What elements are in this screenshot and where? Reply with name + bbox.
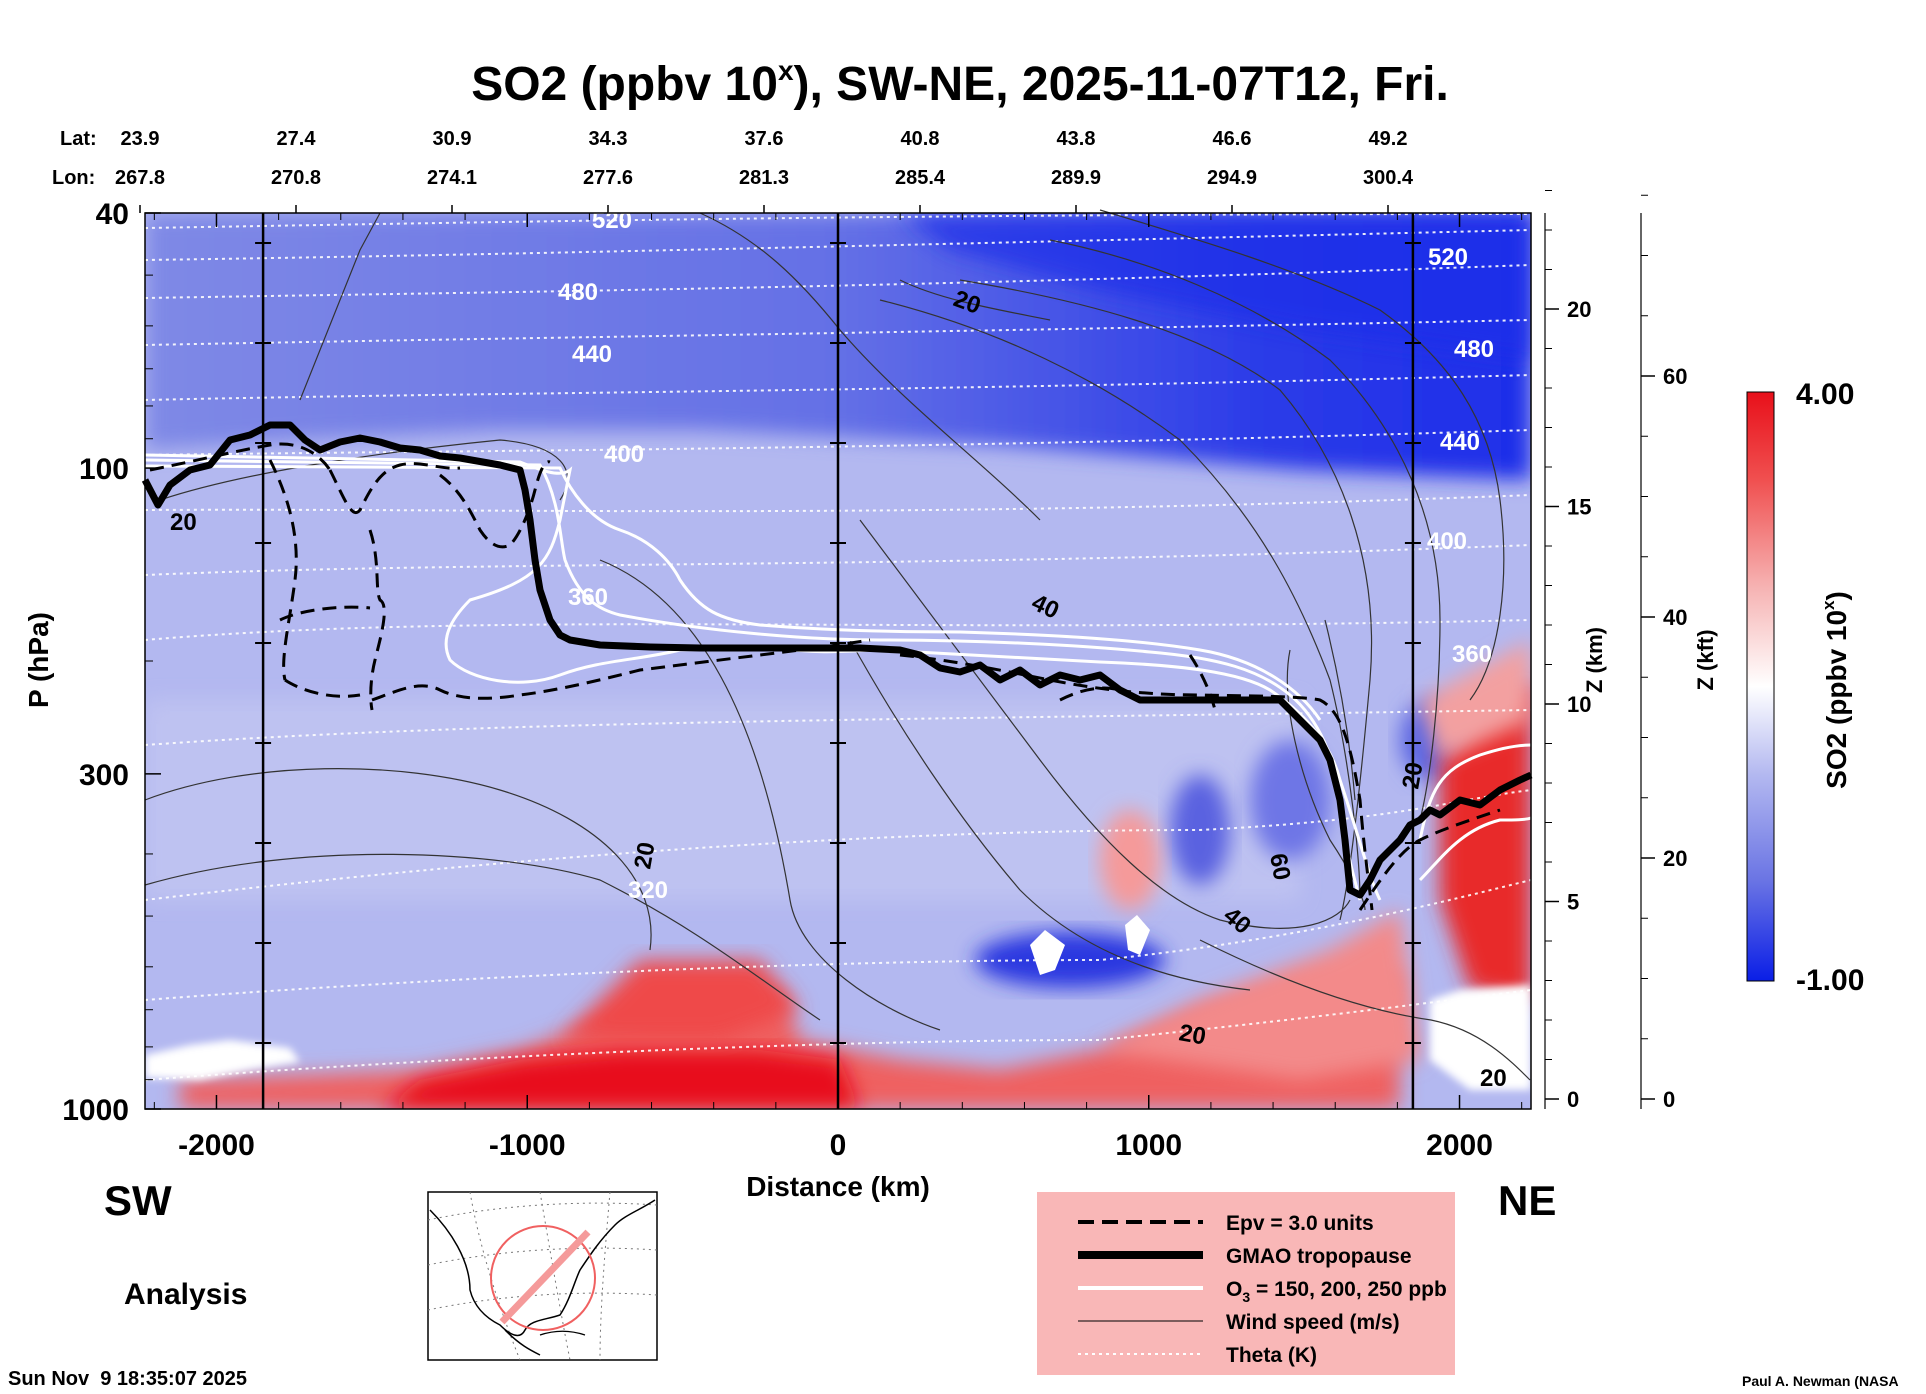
svg-text:20: 20 xyxy=(1480,1065,1507,1092)
y-tick-label: 100 xyxy=(79,453,129,486)
wind-speed-contours xyxy=(144,209,1531,1081)
z-km-axis-title: Z (km) xyxy=(1582,627,1607,693)
lat-label: Lat: xyxy=(60,128,97,150)
lon-value: 300.4 xyxy=(1363,167,1414,189)
svg-text:20: 20 xyxy=(1397,760,1428,791)
axes: -2000 -1000 0 1000 2000 40 100 300 1000 0 5 10 15 20 0… xyxy=(62,190,1687,1162)
lat-value: 27.4 xyxy=(277,128,317,150)
lat-value: 34.3 xyxy=(589,128,628,150)
z-km-tick-label: 20 xyxy=(1567,297,1591,322)
legend: Epv = 3.0 units GMAO tropopause O3 = 150, … xyxy=(1037,1192,1455,1375)
z-km-tick-label: 5 xyxy=(1567,890,1579,915)
svg-text:320: 320 xyxy=(628,877,668,904)
x-tick-label: 1000 xyxy=(1115,1129,1182,1162)
colorbar-max: 4.00 xyxy=(1796,378,1854,411)
colorbar-label: SO2 (ppbv 10 xyxy=(1821,610,1852,789)
svg-text:SO2 (ppbv 10x): SO2 (ppbv 10x) xyxy=(1819,591,1852,789)
svg-text:520: 520 xyxy=(592,207,632,234)
svg-text:360: 360 xyxy=(1452,641,1492,668)
direction-ne: NE xyxy=(1498,1177,1556,1224)
lon-value: 270.8 xyxy=(271,167,321,189)
legend-label: Wind speed (m/s) xyxy=(1226,1311,1400,1334)
z-kft-tick-label: 40 xyxy=(1663,605,1687,630)
svg-text:60: 60 xyxy=(1264,851,1295,882)
svg-text:20: 20 xyxy=(1177,1019,1208,1050)
y-axis-title: P (hPa) xyxy=(23,612,54,708)
z-kft-tick-label: 0 xyxy=(1663,1087,1675,1112)
y-tick-label: 40 xyxy=(96,198,129,231)
tropopause-line xyxy=(141,421,1533,899)
z-kft-tick-label: 60 xyxy=(1663,364,1687,389)
svg-text:520: 520 xyxy=(1428,244,1468,271)
timestamp: Sun Nov 9 18:35:07 2025 xyxy=(8,1368,247,1390)
z-kft-tick-label: 20 xyxy=(1663,846,1687,871)
z-km-tick-label: 10 xyxy=(1567,692,1591,717)
colorbar-label-suffix: ) xyxy=(1821,591,1852,600)
legend-label: Theta (K) xyxy=(1226,1344,1317,1367)
svg-text:480: 480 xyxy=(558,279,598,306)
lat-value: 40.8 xyxy=(901,128,940,150)
legend-label: O3 = 150, 200, 250 ppb xyxy=(1226,1278,1447,1305)
lat-value: 49.2 xyxy=(1369,128,1408,150)
x-tick-label: 0 xyxy=(830,1129,847,1162)
colorbar-min: -1.00 xyxy=(1796,964,1864,997)
lat-value: 37.6 xyxy=(745,128,784,150)
direction-sw: SW xyxy=(104,1177,172,1224)
inset-map xyxy=(427,1191,658,1361)
lon-value: 285.4 xyxy=(895,167,946,189)
theta-labels: 520 480 440 400 360 320 520 480 440 400 … xyxy=(558,207,1494,904)
colorbar: 4.00 -1.00 SO2 (ppbv 10x) xyxy=(1746,378,1864,997)
legend-label: GMAO tropopause xyxy=(1226,1245,1412,1268)
svg-text:20: 20 xyxy=(170,509,197,536)
svg-text:440: 440 xyxy=(1440,429,1480,456)
lon-value: 281.3 xyxy=(739,167,789,189)
svg-text:400: 400 xyxy=(604,441,644,468)
lon-value: 294.9 xyxy=(1207,167,1257,189)
lat-value: 46.6 xyxy=(1213,128,1252,150)
svg-text:SO2 (ppbv 10x), SW-NE, 2025-11: SO2 (ppbv 10x), SW-NE, 2025-11-07T12, Fr… xyxy=(471,55,1449,111)
colorbar-gradient xyxy=(1746,391,1775,982)
lon-value: 277.6 xyxy=(583,167,633,189)
z-km-tick-label: 15 xyxy=(1567,495,1591,520)
lat-value: 43.8 xyxy=(1057,128,1096,150)
y-tick-label: 300 xyxy=(79,759,129,792)
colorbar-label-sup: x xyxy=(1819,600,1838,610)
lon-value: 289.9 xyxy=(1051,167,1101,189)
lon-value: 267.8 xyxy=(115,167,165,189)
svg-text:480: 480 xyxy=(1454,336,1494,363)
lon-label: Lon: xyxy=(52,167,95,189)
lat-value: 23.9 xyxy=(121,128,160,150)
lat-value: 30.9 xyxy=(433,128,472,150)
chart-title-suffix: ), SW-NE, 2025-11-07T12, Fri. xyxy=(794,58,1449,111)
z-km-tick-label: 0 xyxy=(1567,1087,1579,1112)
x-tick-label: -2000 xyxy=(178,1129,255,1162)
chart-title: SO2 (ppbv 10 xyxy=(471,58,778,111)
analysis-label: Analysis xyxy=(124,1278,247,1311)
credit: Paul A. Newman (NASA xyxy=(1742,1373,1899,1389)
x-tick-label: 2000 xyxy=(1426,1129,1493,1162)
svg-text:360: 360 xyxy=(568,584,608,611)
lon-value: 274.1 xyxy=(427,167,477,189)
svg-text:440: 440 xyxy=(572,341,612,368)
lat-lon-values: 23.9 27.4 30.9 34.3 37.6 40.8 43.8 46.6 49.2 267.… xyxy=(115,128,1414,213)
legend-label: Epv = 3.0 units xyxy=(1226,1212,1374,1235)
x-tick-label: -1000 xyxy=(489,1129,566,1162)
chart-title-sup: x xyxy=(778,55,794,86)
svg-text:20: 20 xyxy=(629,840,660,871)
z-kft-axis-title: Z (kft) xyxy=(1693,629,1718,690)
reference-vertical-lines xyxy=(255,213,1421,1109)
svg-text:400: 400 xyxy=(1427,528,1467,555)
y-tick-label: 1000 xyxy=(62,1094,129,1127)
x-axis-title: Distance (km) xyxy=(746,1171,930,1202)
theta-isolines xyxy=(144,213,1532,1081)
